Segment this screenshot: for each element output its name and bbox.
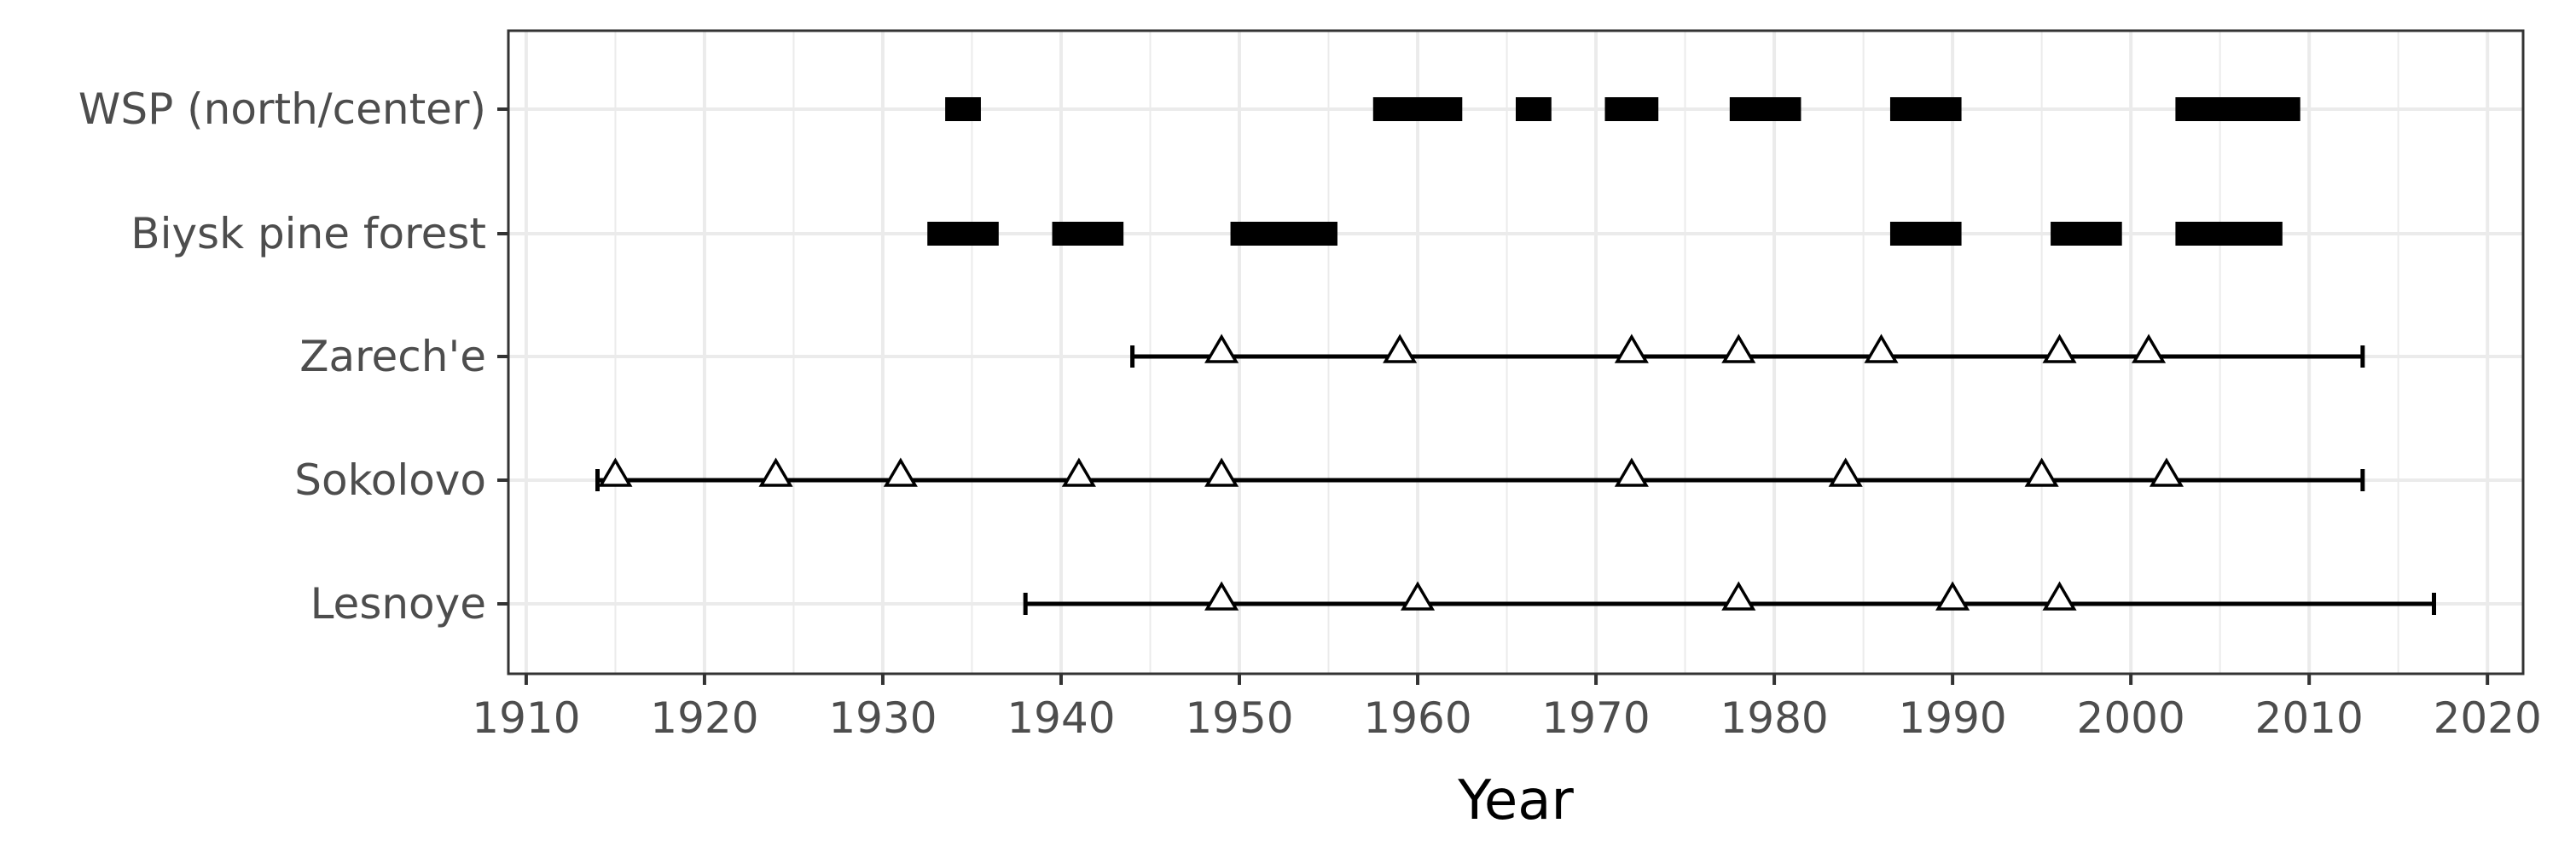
x-tick-label: 1980 — [1720, 693, 1828, 743]
event-triangle-marker — [2149, 457, 2184, 487]
interval-bar — [1889, 222, 1962, 246]
axes: WSP (north/center) Biysk pine forest Zarec… — [78, 84, 2542, 743]
x-tick-label: 1910 — [472, 693, 580, 743]
x-tick-label: 1920 — [650, 693, 758, 743]
y-tick-label: Biysk pine forest — [131, 209, 486, 258]
y-tick-label: Sokolovo — [294, 455, 486, 505]
event-triangle-marker — [1383, 333, 1418, 363]
interval-bar — [1516, 97, 1552, 121]
y-tick-label: Zarech'e — [299, 332, 486, 381]
interval-bar — [2175, 97, 2300, 121]
data-layer — [595, 97, 2436, 615]
panel-border — [507, 29, 2525, 675]
interval-bar — [1729, 97, 1801, 121]
event-triangle-marker — [758, 457, 793, 487]
x-tick-label: 2010 — [2255, 693, 2364, 743]
x-tick-label: 1960 — [1363, 693, 1471, 743]
event-triangle-marker — [1061, 457, 1096, 487]
event-triangle-marker — [1614, 333, 1649, 363]
event-triangle-marker — [1864, 333, 1899, 363]
interval-bar — [945, 97, 981, 121]
event-triangle-marker — [1204, 333, 1239, 363]
y-tick-label: WSP (north/center) — [78, 84, 486, 134]
interval-bar — [927, 222, 999, 246]
x-axis-title: Year — [1457, 769, 1574, 832]
y-tick-label: Lesnoye — [310, 579, 486, 629]
x-tick-label: 2000 — [2077, 693, 2185, 743]
event-triangle-marker — [1828, 457, 1863, 487]
x-tick-label: 2020 — [2434, 693, 2542, 743]
x-tick-label: 1990 — [1898, 693, 2006, 743]
interval-bar — [2175, 222, 2283, 246]
interval-bar — [1372, 97, 1463, 121]
event-triangle-marker — [1204, 457, 1239, 487]
event-triangle-marker — [2042, 333, 2077, 363]
interval-bar — [1889, 97, 1962, 121]
event-triangle-marker — [1614, 457, 1649, 487]
interval-bar — [1604, 97, 1659, 121]
x-tick-label: 1970 — [1541, 693, 1650, 743]
event-triangle-marker — [1935, 581, 1970, 611]
x-tick-label: 1940 — [1007, 693, 1115, 743]
interval-bar — [2051, 222, 2122, 246]
event-triangle-marker — [2131, 333, 2167, 363]
x-tick-label: 1930 — [828, 693, 937, 743]
event-triangle-marker — [883, 457, 918, 487]
event-triangle-marker — [2042, 581, 2077, 611]
interval-bar — [1230, 222, 1337, 246]
event-triangle-marker — [2024, 457, 2059, 487]
event-triangle-marker — [1400, 581, 1436, 611]
event-triangle-marker — [1721, 581, 1756, 611]
interval-bar — [1052, 222, 1124, 246]
x-tick-label: 1950 — [1185, 693, 1293, 743]
event-triangle-marker — [598, 457, 633, 487]
event-triangle-marker — [1204, 581, 1239, 611]
event-triangle-marker — [1721, 333, 1756, 363]
